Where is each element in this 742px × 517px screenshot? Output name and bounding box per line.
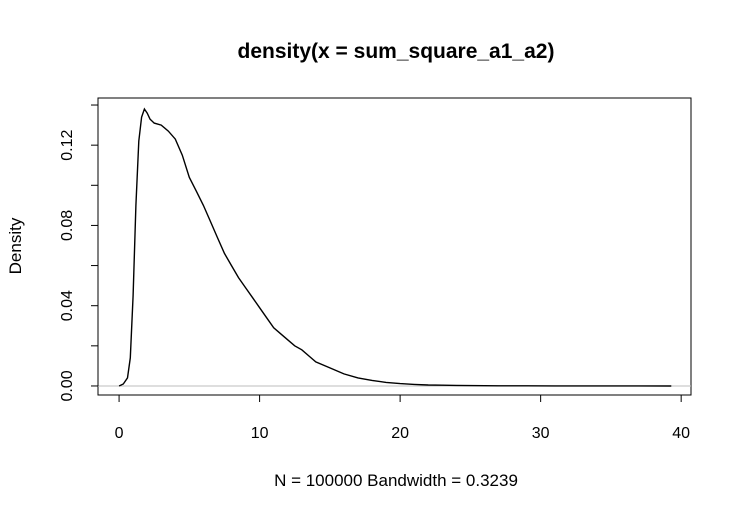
x-tick-label: 20 (391, 425, 409, 442)
x-tick-label: 10 (251, 425, 269, 442)
y-tick-label: 0.00 (59, 370, 76, 401)
y-tick-label: 0.12 (59, 129, 76, 160)
x-tick-label: 30 (532, 425, 550, 442)
density-curve (118, 107, 672, 387)
y-axis: 0.00 0.04 0.08 0.12 (59, 104, 99, 402)
y-tick-label: 0.04 (59, 290, 76, 321)
x-axis-label: N = 100000 Bandwidth = 0.3239 (274, 471, 518, 490)
x-tick-label: 0 (115, 425, 124, 442)
x-axis: 0 10 20 30 40 (115, 394, 690, 442)
y-tick-label: 0.08 (59, 210, 76, 241)
plot-frame (97, 97, 692, 396)
chart-title: density(x = sum_square_a1_a2) (238, 40, 555, 63)
y-axis-label: Density (6, 217, 25, 274)
x-tick-label: 40 (672, 425, 690, 442)
